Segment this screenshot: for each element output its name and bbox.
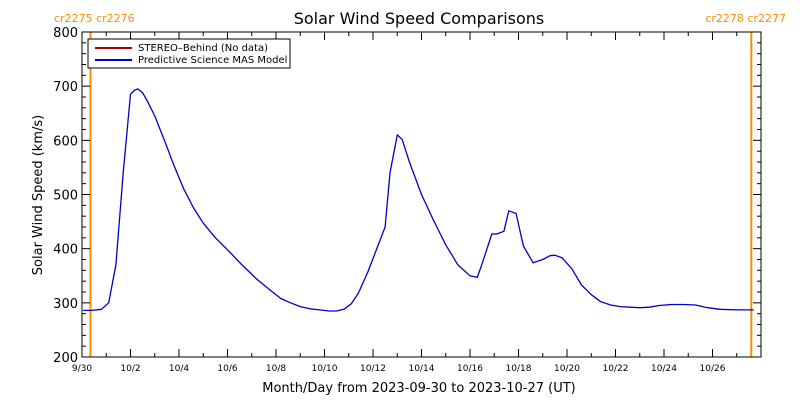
x-tick-label: 10/16 xyxy=(457,364,483,374)
legend-box xyxy=(87,38,291,69)
carrington-label-right: cr2277 xyxy=(747,12,786,25)
y-axis-label: Solar Wind Speed (km/s) xyxy=(31,115,46,275)
carrington-rotation-labels: cr2278 cr2277 xyxy=(705,12,786,25)
legend-label-stereo: STEREO–Behind (No data) xyxy=(138,43,268,54)
carrington-label-right: cr2276 xyxy=(96,12,135,25)
x-tick-label: 9/30 xyxy=(72,364,92,374)
x-tick-label: 10/2 xyxy=(120,364,140,374)
x-axis-label: Month/Day from 2023-09-30 to 2023-10-27 … xyxy=(262,381,575,396)
x-axis: 9/30 10/2 10/4 10/6 10/8 10/10 10/12 10/14 10/16… xyxy=(72,32,762,374)
x-tick-label: 10/8 xyxy=(266,364,286,374)
legend: STEREO–Behind (No data) Predictive Scien… xyxy=(87,38,291,69)
x-tick-label: 10/18 xyxy=(506,364,532,374)
x-tick-label: 10/26 xyxy=(700,364,726,374)
y-tick-label: 600 xyxy=(53,134,78,149)
x-tick-label: 10/10 xyxy=(312,364,338,374)
carrington-label-left: cr2278 xyxy=(705,12,744,25)
y-tick-label: 300 xyxy=(53,297,78,312)
x-tick-label: 10/22 xyxy=(603,364,629,374)
x-tick-label: 10/24 xyxy=(651,364,677,374)
x-tick-label: 10/12 xyxy=(360,364,386,374)
y-tick-label: 700 xyxy=(53,80,78,95)
carrington-rotation-labels: cr2275 cr2276 xyxy=(54,12,135,25)
y-tick-label: 200 xyxy=(53,351,78,366)
x-tick-label: 10/6 xyxy=(217,364,237,374)
legend-label-mas-model: Predictive Science MAS Model xyxy=(138,55,287,66)
series-layer xyxy=(83,88,754,312)
series-line-mas-model xyxy=(83,88,754,312)
y-axis: 200 300 400 500 600 700 800 xyxy=(53,26,761,366)
y-tick-label: 400 xyxy=(53,243,78,258)
y-tick-label: 800 xyxy=(53,26,78,41)
x-tick-label: 10/20 xyxy=(554,364,580,374)
x-tick-label: 10/4 xyxy=(169,364,189,374)
chart-title: Solar Wind Speed Comparisons xyxy=(294,9,545,28)
y-tick-label: 500 xyxy=(53,189,78,204)
carrington-markers: cr2275 cr2276 cr2278 cr2277 xyxy=(54,12,786,357)
carrington-label-left: cr2275 xyxy=(54,12,93,25)
x-tick-label: 10/14 xyxy=(409,364,435,374)
